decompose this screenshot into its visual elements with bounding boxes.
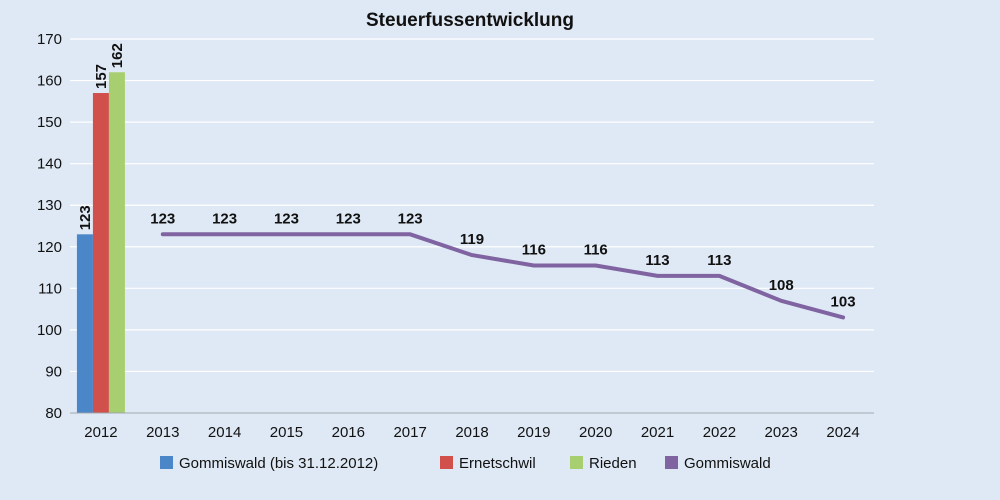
legend-label-4: Gommiswald xyxy=(684,455,771,472)
bar-data-label: 162 xyxy=(109,43,126,68)
y-tick-label-110: 110 xyxy=(38,280,62,297)
bar-gommiswald-bis-31-12-2012- xyxy=(76,234,93,413)
x-tick-label-2019: 2019 xyxy=(517,424,550,441)
legend-label-2: Ernetschwil xyxy=(459,455,536,472)
line-data-label: 123 xyxy=(212,210,237,227)
x-tick-label-2018: 2018 xyxy=(455,424,488,441)
line-data-label: 123 xyxy=(274,210,299,227)
x-tick-label-2012: 2012 xyxy=(84,424,117,441)
chart-title: Steuerfussentwicklung xyxy=(366,10,574,31)
x-tick-label-2022: 2022 xyxy=(703,424,736,441)
line-data-label: 119 xyxy=(460,231,484,248)
y-tick-label-140: 140 xyxy=(37,156,62,173)
bar-rieden xyxy=(108,72,125,413)
legend-swatch-3 xyxy=(570,456,583,469)
x-tick-label-2020: 2020 xyxy=(579,424,612,441)
line-data-label: 123 xyxy=(150,210,175,227)
y-tick-label-120: 120 xyxy=(37,239,62,256)
y-tick-label-130: 130 xyxy=(37,197,62,214)
line-data-label: 113 xyxy=(707,252,731,269)
line-series-gommiswald xyxy=(160,232,846,320)
x-tick-label-2023: 2023 xyxy=(765,424,798,441)
x-tick-label-2014: 2014 xyxy=(208,424,241,441)
y-tick-label-160: 160 xyxy=(37,73,62,90)
bar-ernetschwil xyxy=(92,93,109,414)
y-tick-label-150: 150 xyxy=(37,114,62,131)
legend-label-3: Rieden xyxy=(589,455,637,472)
x-tick-label-2016: 2016 xyxy=(332,424,365,441)
line-data-label: 113 xyxy=(645,252,669,269)
legend-swatch-2 xyxy=(440,456,453,469)
legend-label-1: Gommiswald (bis 31.12.2012) xyxy=(179,455,378,472)
y-tick-label-100: 100 xyxy=(37,322,62,339)
bar-data-label: 157 xyxy=(93,64,110,89)
y-tick-label-90: 90 xyxy=(45,363,62,380)
bar-data-label: 123 xyxy=(77,205,94,230)
line-data-label: 123 xyxy=(336,210,361,227)
line-data-label: 116 xyxy=(522,241,546,258)
y-tick-label-170: 170 xyxy=(37,31,62,48)
x-tick-label-2024: 2024 xyxy=(826,424,859,441)
legend-swatch-4 xyxy=(665,456,678,469)
line-data-label: 108 xyxy=(769,277,794,294)
line-data-label: 103 xyxy=(831,293,856,310)
line-data-label: 116 xyxy=(584,241,608,258)
line-data-label: 123 xyxy=(398,210,423,227)
y-tick-label-80: 80 xyxy=(45,405,62,422)
x-tick-label-2017: 2017 xyxy=(393,424,426,441)
x-tick-label-2015: 2015 xyxy=(270,424,303,441)
x-tick-label-2013: 2013 xyxy=(146,424,179,441)
legend-swatch-1 xyxy=(160,456,173,469)
x-tick-label-2021: 2021 xyxy=(641,424,674,441)
